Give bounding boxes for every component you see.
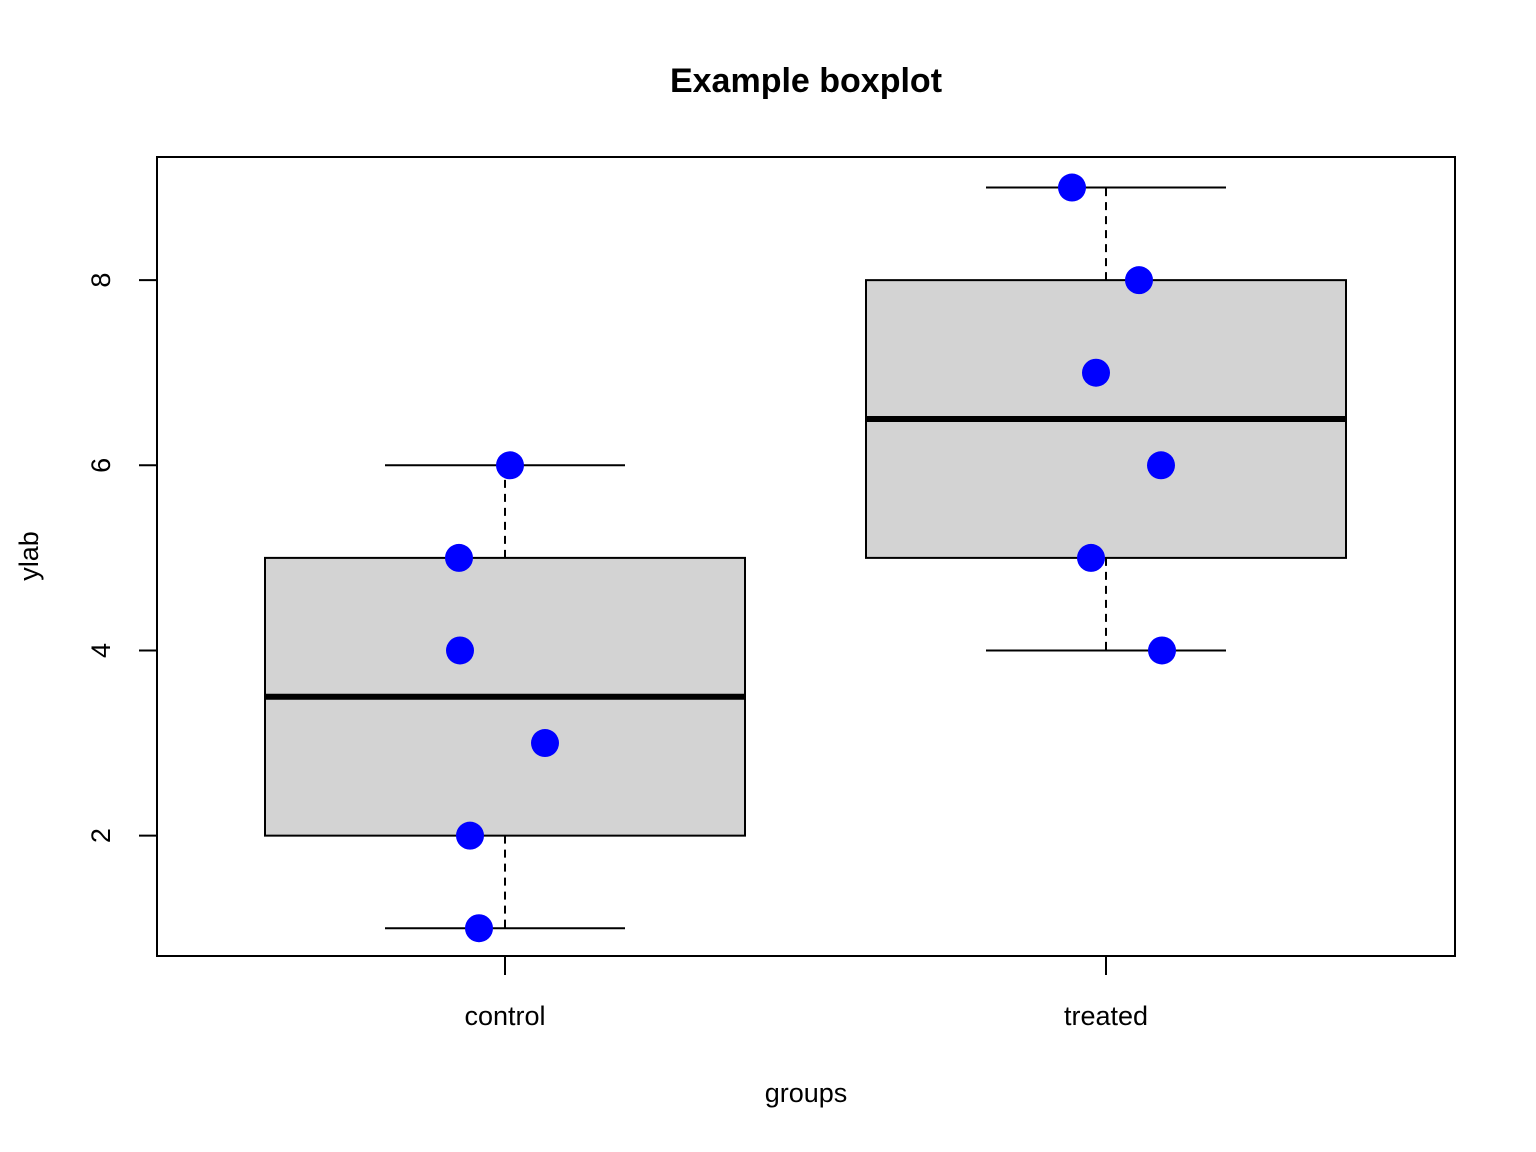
- data-point-treated-1: [1125, 266, 1153, 295]
- box-control: [264, 464, 746, 930]
- box-treated: [865, 186, 1347, 652]
- points: [445, 173, 1176, 943]
- y-tick-label-2: 2: [86, 828, 116, 843]
- y-axis-label: ylab: [14, 531, 44, 581]
- chart-title: Example boxplot: [670, 62, 942, 100]
- data-point-control-1: [445, 543, 473, 572]
- x-axis-label: groups: [765, 1078, 848, 1108]
- y-tick-label-8: 8: [86, 273, 116, 288]
- data-point-treated-5: [1148, 636, 1176, 665]
- data-point-treated-0: [1058, 173, 1086, 202]
- data-point-treated-2: [1082, 358, 1110, 387]
- data-point-control-4: [456, 821, 484, 850]
- x-tick-label-treated: treated: [1064, 1001, 1148, 1031]
- boxes: [264, 186, 1347, 930]
- y-tick-label-4: 4: [86, 643, 116, 658]
- data-point-treated-3: [1147, 451, 1175, 480]
- data-point-control-3: [531, 729, 559, 758]
- y-axis: 2 4 6 8: [86, 273, 158, 843]
- x-axis: control treated: [464, 956, 1148, 1031]
- data-point-control-5: [465, 914, 493, 943]
- x-tick-label-control: control: [464, 1001, 545, 1031]
- data-point-control-2: [446, 636, 474, 665]
- y-tick-label-6: 6: [86, 458, 116, 473]
- data-point-control-0: [496, 451, 524, 480]
- data-point-treated-4: [1077, 543, 1105, 572]
